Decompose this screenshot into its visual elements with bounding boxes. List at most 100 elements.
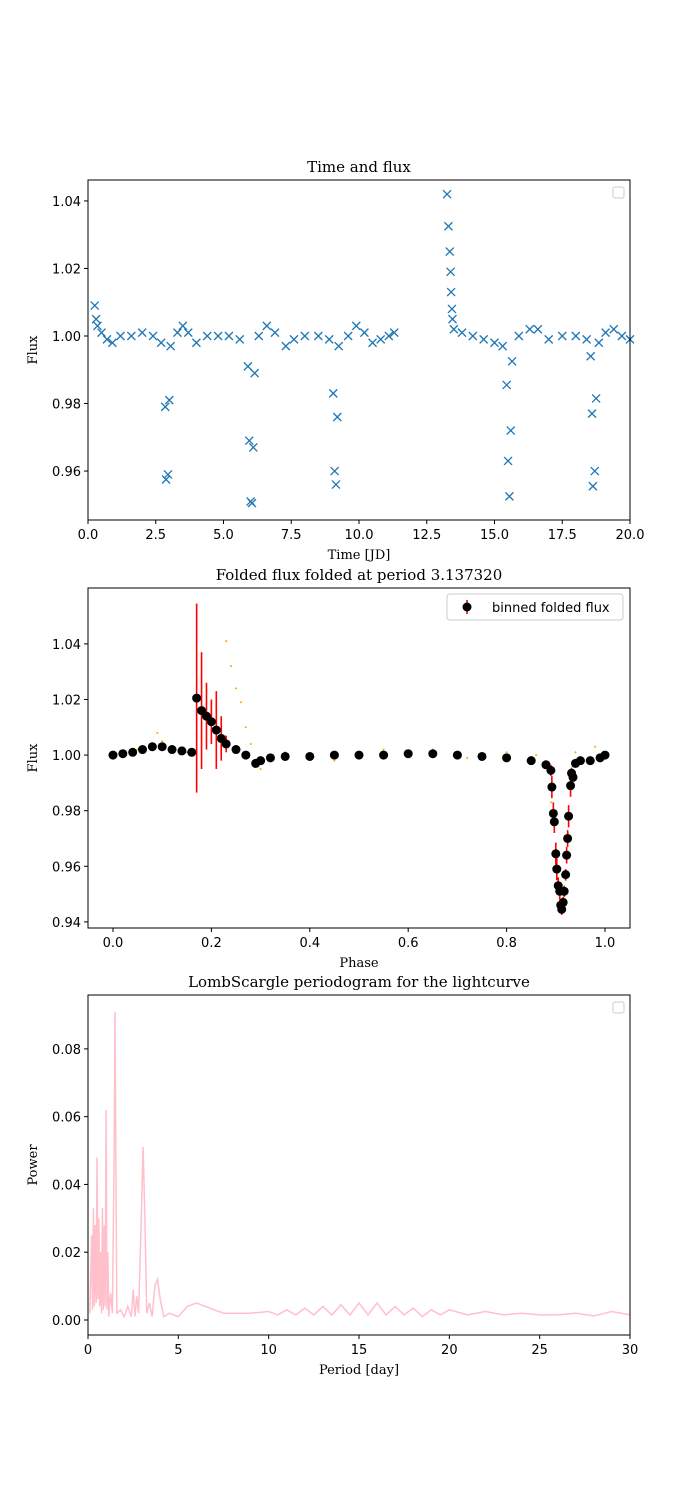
binned-point [157,742,167,752]
binned-point [561,870,571,880]
binned-point [211,725,221,735]
scatter-marker [300,331,310,341]
x-tick-label: 10 [260,1343,277,1358]
scatter-marker [587,409,597,419]
y-tick-label: 0.96 [52,465,81,480]
raw-point [230,665,233,668]
y-tick-label: 0.02 [52,1246,81,1261]
x-tick-label: 1.0 [595,936,616,951]
binned-point [557,904,567,914]
scatter-marker [490,338,499,348]
scatter-marker [590,466,600,476]
binned-point [147,742,157,752]
chart-title: LombScargle periodogram for the lightcur… [188,973,530,991]
scatter-marker [503,456,513,466]
x-tick-label: 20 [441,1343,458,1358]
scatter-marker [163,469,173,479]
scatter-marker [446,287,456,297]
x-tick-label: 0.4 [299,936,320,951]
binned-point [128,747,138,757]
scatter-marker [468,331,478,341]
x-tick-label: 0.0 [78,528,99,543]
binned-point [575,756,585,766]
raw-point [156,731,159,734]
binned-point [265,753,275,763]
scatter-marker [359,328,369,338]
binned-point [562,850,572,860]
y-tick-label: 0.08 [52,1043,81,1058]
x-tick-label: 5 [174,1343,182,1358]
x-tick-label: 0.2 [201,936,222,951]
scatter-marker [332,412,342,422]
binned-point [568,772,578,782]
scatter-marker [93,321,102,331]
y-tick-label: 1.04 [52,195,81,210]
scatter-marker [202,331,212,341]
scatter-marker [137,328,147,338]
binned-point [477,751,487,761]
binned-point [187,747,197,757]
scatter-marker [586,351,596,361]
x-tick-label: 5.0 [213,528,234,543]
x-tick-label: 15 [351,1343,368,1358]
scatter-marker [328,388,338,398]
scatter-marker [389,328,399,338]
raw-point [549,801,552,804]
raw-point [466,756,469,759]
y-axis-label: Flux [26,743,41,773]
scatter-marker [97,328,107,338]
subplot: Folded flux folded at period 3.137320 Pha… [26,566,631,971]
scatter-marker [443,221,453,231]
scatter-marker [384,331,394,341]
legend-label: binned folded flux [492,601,610,616]
scatter-marker [343,331,353,341]
x-tick-label: 0.6 [398,936,419,951]
y-tick-label: 1.00 [52,330,81,345]
binned-point [585,756,595,766]
scatter-marker [533,324,543,334]
binned-point [549,817,559,827]
raw-point [161,740,164,743]
scatter-marker [248,442,258,452]
binned-point [305,751,315,761]
scatter-marker [166,341,176,351]
scatter-marker [588,481,598,491]
raw-point [594,745,597,748]
scatter-marker [281,341,291,351]
scatter-marker [254,331,264,341]
y-tick-label: 0.00 [52,1314,81,1329]
binned-point [428,749,438,759]
scatter-marker [224,331,234,341]
x-tick-label: 25 [531,1343,548,1358]
scatter-marker [368,338,378,348]
scatter-marker [126,331,136,341]
binned-point [551,849,561,859]
scatter-marker [270,328,280,338]
y-tick-label: 0.04 [52,1178,81,1193]
scatter-marker [330,466,340,476]
binned-point [559,886,569,896]
binned-point [566,781,576,791]
scatter-marker [601,328,611,338]
binned-point [564,811,574,821]
scatter-marker [235,334,245,344]
raw-point [259,767,262,770]
plot-frame [87,994,631,1336]
binned-point [354,750,364,760]
scatter-marker [609,324,619,334]
binned-point [552,864,562,874]
scatter-marker [334,341,344,351]
scatter-marker [617,331,627,341]
raw-point [249,742,252,745]
x-tick-label: 0.0 [103,936,124,951]
x-tick-label: 0 [84,1343,92,1358]
binned-point [379,750,389,760]
binned-point [192,693,202,703]
x-tick-label: 0.8 [496,936,517,951]
scatter-marker [116,331,125,341]
scatter-marker [502,380,512,390]
y-tick-label: 1.02 [52,262,81,277]
binned-point [206,717,216,727]
y-tick-label: 0.94 [52,916,81,931]
